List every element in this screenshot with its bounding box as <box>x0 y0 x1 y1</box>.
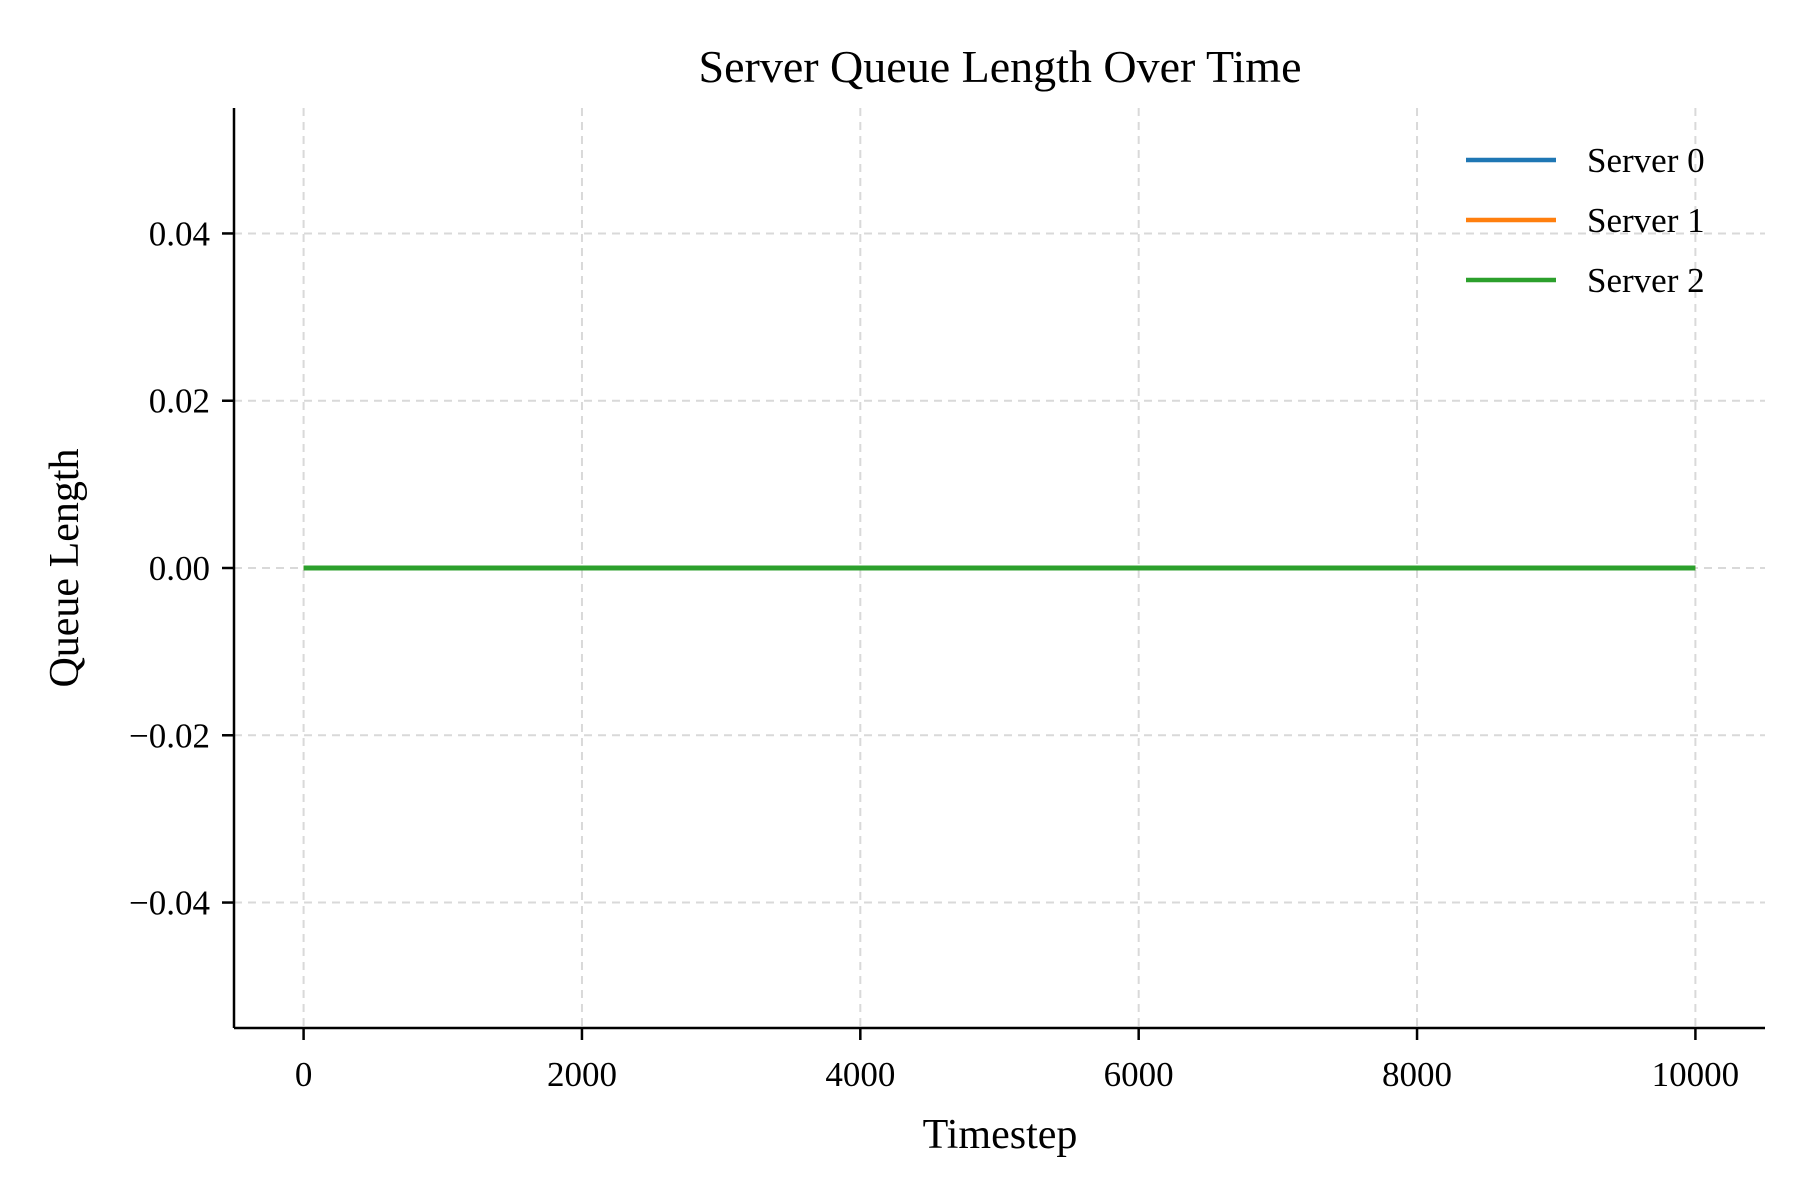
x-axis-label: Timestep <box>923 1112 1078 1158</box>
y-tick-label: −0.04 <box>129 884 210 923</box>
y-tick-label: 0.04 <box>149 214 210 253</box>
y-axis-label: Queue Length <box>42 448 88 687</box>
legend-label-server-2: Server 2 <box>1587 261 1705 300</box>
legend-label-server-0: Server 0 <box>1587 141 1705 180</box>
x-tick-label: 8000 <box>1382 1055 1452 1094</box>
x-axis-ticks: 0 2000 4000 6000 8000 10000 <box>295 1028 1739 1094</box>
y-axis-ticks: −0.04 −0.02 0.00 0.02 0.04 <box>129 214 234 923</box>
chart-title: Server Queue Length Over Time <box>699 41 1302 92</box>
x-tick-label: 4000 <box>825 1055 895 1094</box>
y-tick-label: 0.00 <box>149 549 210 588</box>
x-tick-label: 6000 <box>1104 1055 1174 1094</box>
x-tick-label: 10000 <box>1652 1055 1740 1094</box>
legend: Server 0 Server 1 Server 2 <box>1466 141 1705 300</box>
legend-label-server-1: Server 1 <box>1587 201 1705 240</box>
x-tick-label: 2000 <box>547 1055 617 1094</box>
y-tick-label: 0.02 <box>149 382 210 421</box>
x-tick-label: 0 <box>295 1055 313 1094</box>
y-tick-label: −0.02 <box>129 716 210 755</box>
